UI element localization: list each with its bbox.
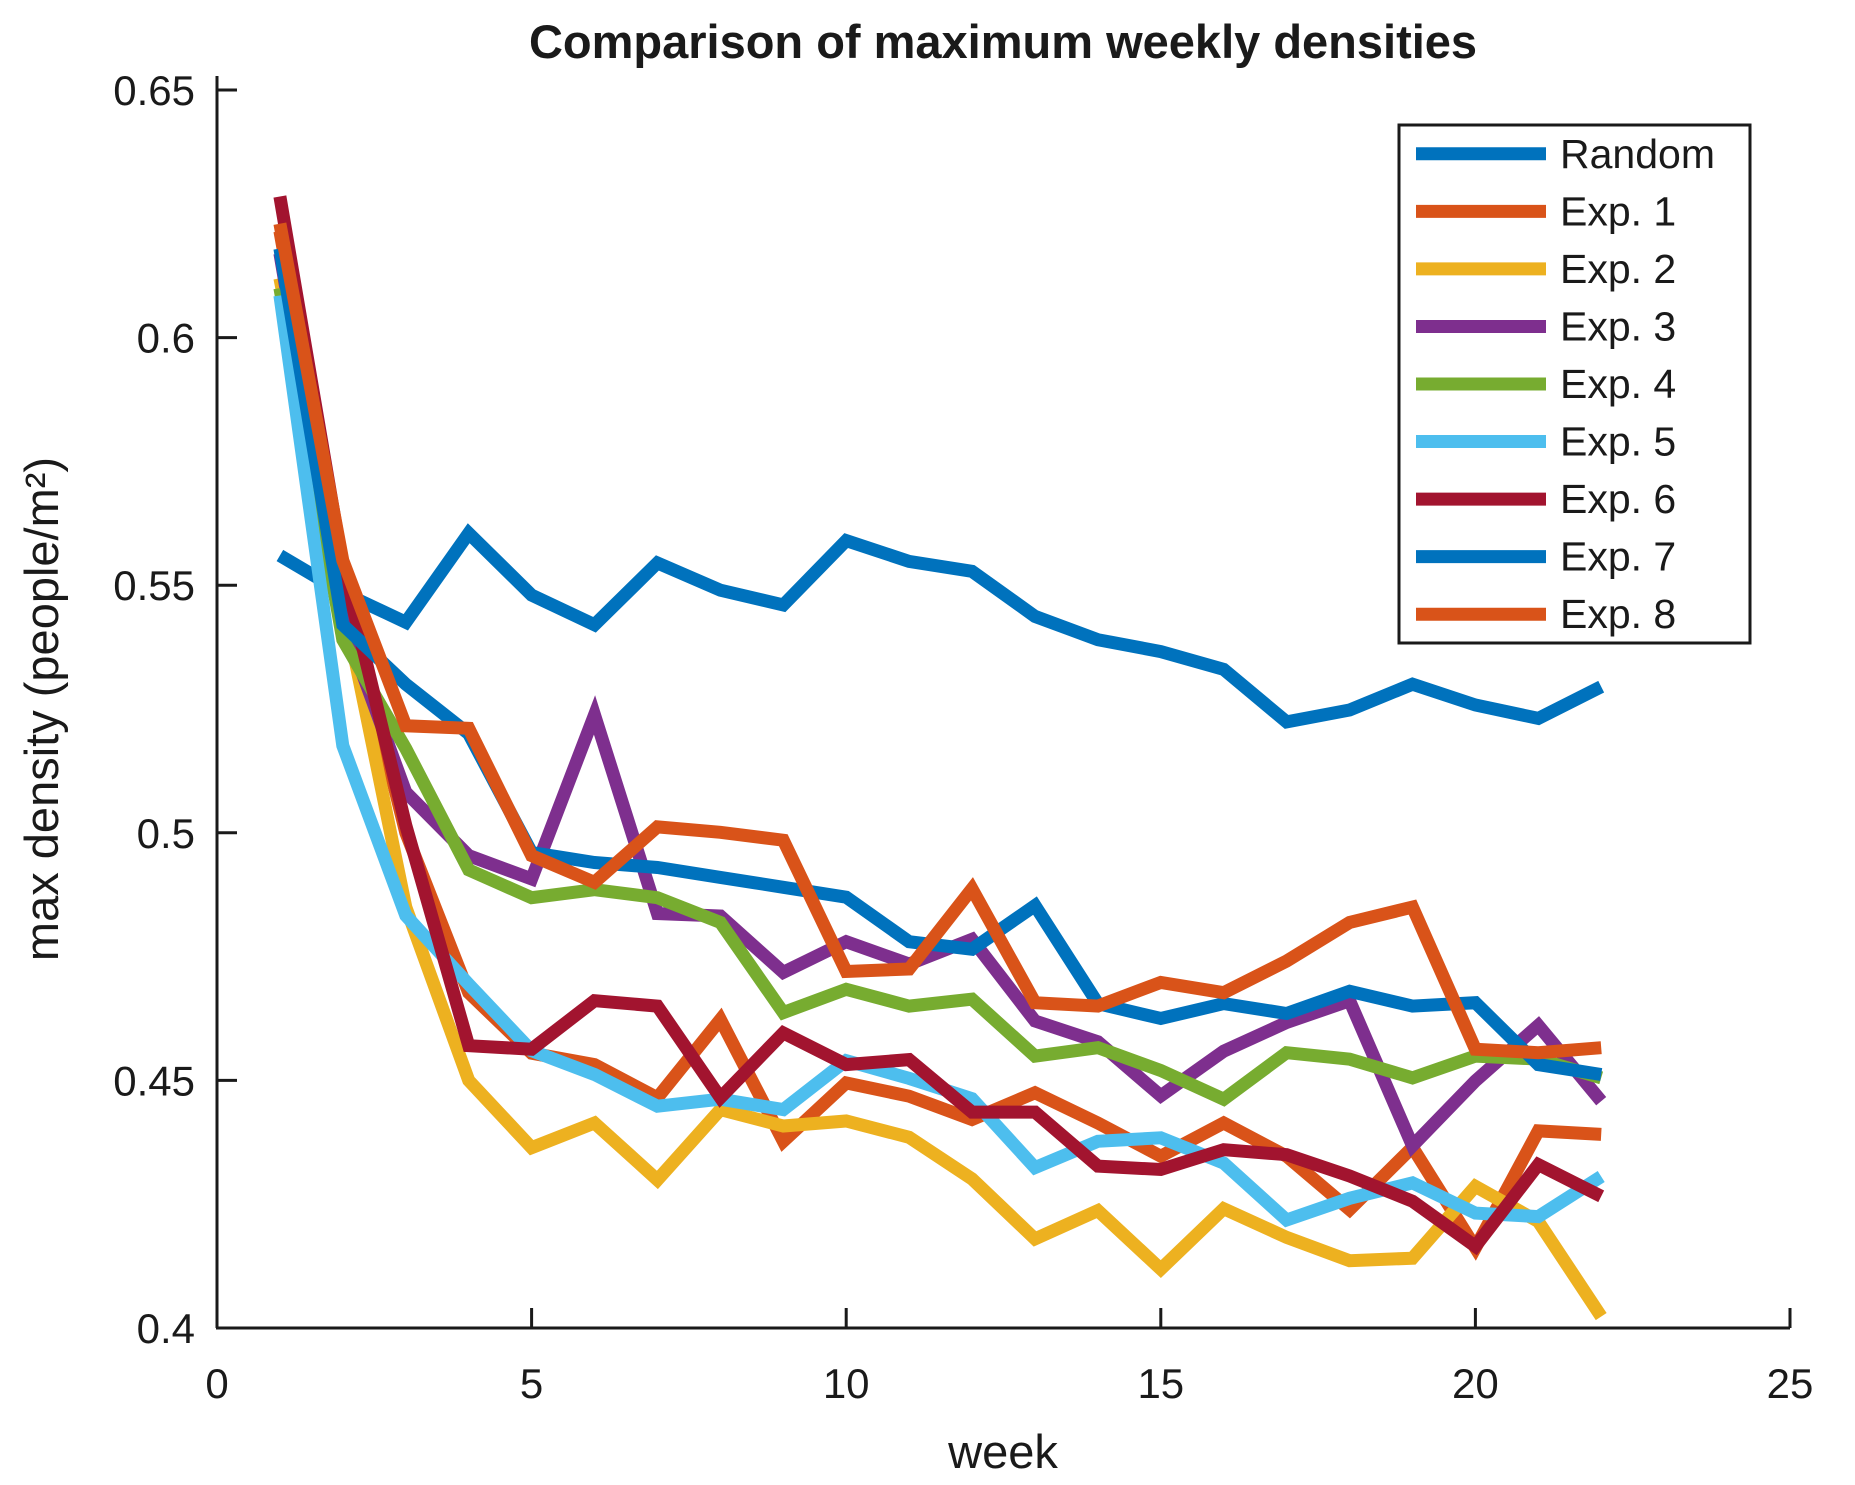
series-line-exp-6: [273, 195, 1605, 1256]
legend-label: Exp. 7: [1560, 534, 1676, 580]
legend-label: Exp. 2: [1560, 246, 1676, 292]
x-tick-label: 0: [205, 1360, 228, 1407]
legend-label: Exp. 5: [1560, 419, 1676, 465]
y-axis-label: max density (people/m²): [15, 457, 68, 961]
x-tick-label: 20: [1452, 1360, 1499, 1407]
legend-item: Exp. 3: [1416, 303, 1676, 349]
x-axis-label: week: [947, 1425, 1058, 1478]
y-tick-label: 0.65: [113, 67, 195, 114]
series-group: [273, 195, 1607, 1321]
legend-label: Exp. 4: [1560, 361, 1676, 407]
y-tick-label: 0.6: [137, 315, 195, 362]
series-line-exp-8: [273, 222, 1602, 1060]
legend-label: Exp. 3: [1560, 303, 1676, 349]
y-tick-label: 0.5: [137, 810, 195, 857]
legend: Random Exp. 1 Exp. 2 Exp. 3 Exp. 4 Exp. 5 Exp.…: [1397, 123, 1752, 645]
x-tick-label: 25: [1767, 1360, 1814, 1407]
legend-label: Exp. 1: [1560, 188, 1676, 234]
legend-item: Exp. 8: [1416, 591, 1676, 637]
x-tick-label: 5: [520, 1360, 543, 1407]
legend-item: Random: [1416, 131, 1715, 177]
x-tick-label: 15: [1137, 1360, 1184, 1407]
legend-label: Random: [1560, 131, 1715, 177]
legend-item: Exp. 7: [1416, 534, 1676, 580]
y-tick-label: 0.55: [113, 562, 195, 609]
series-line-exp-4: [273, 286, 1604, 1107]
series-line-random: [276, 523, 1605, 729]
series-line-exp-2: [273, 276, 1607, 1321]
legend-label: Exp. 8: [1560, 591, 1676, 637]
legend-item: Exp. 1: [1416, 188, 1676, 234]
axes-group: 0 5 10 15 20 25 0.4 0.45 0.5 0.55 0.6 0.65: [113, 67, 1813, 1407]
legend-label: Exp. 6: [1560, 476, 1676, 522]
y-tick-label: 0.45: [113, 1057, 195, 1104]
y-tick-label: 0.4: [137, 1305, 195, 1352]
legend-item: Exp. 4: [1416, 361, 1676, 407]
legend-item: Exp. 5: [1416, 419, 1676, 465]
chart-title: Comparison of maximum weekly densities: [529, 15, 1477, 68]
x-tick-label: 10: [823, 1360, 870, 1407]
legend-item: Exp. 2: [1416, 246, 1676, 292]
legend-item: Exp. 6: [1416, 476, 1676, 522]
